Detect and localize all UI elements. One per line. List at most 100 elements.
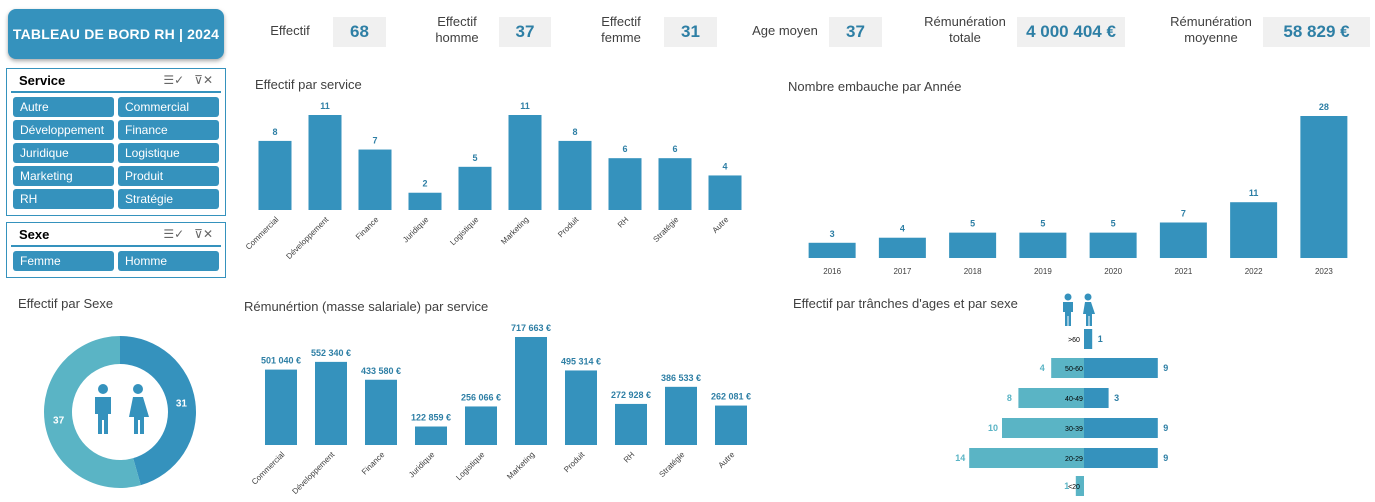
bar bbox=[265, 369, 297, 445]
category-label: >60 bbox=[1068, 337, 1080, 344]
clear-filter-icon[interactable]: ⊽✕ bbox=[194, 73, 213, 87]
tick-label: 2022 bbox=[1245, 267, 1263, 276]
tick-label: Finance bbox=[354, 215, 381, 242]
chart-title-remuneration: Rémunértion (masse salariale) par servic… bbox=[244, 299, 489, 314]
tick-label: 2019 bbox=[1034, 267, 1052, 276]
data-label: 501 040 € bbox=[261, 356, 301, 366]
tick-label: 2023 bbox=[1315, 267, 1333, 276]
kpi-label: Age moyen bbox=[752, 23, 818, 38]
slice-label: 37 bbox=[53, 416, 65, 427]
female-icon bbox=[129, 384, 149, 434]
bar-left bbox=[1002, 418, 1084, 438]
bar bbox=[308, 115, 342, 210]
tick-label: Juridique bbox=[401, 215, 431, 245]
data-label: 552 340 € bbox=[311, 348, 351, 358]
kpi-label: Rémunération moyenne bbox=[1170, 14, 1252, 45]
category-label: 30-39 bbox=[1065, 426, 1083, 433]
tick-label: Juridique bbox=[407, 450, 437, 480]
slicer-item-développement[interactable]: Développement bbox=[13, 120, 114, 140]
kpi-value: 58 829 € bbox=[1263, 17, 1370, 47]
data-label: 495 314 € bbox=[561, 356, 601, 366]
slicer-item-autre[interactable]: Autre bbox=[13, 97, 114, 117]
tick-label: Logistique bbox=[454, 450, 487, 483]
slicer-item-logistique[interactable]: Logistique bbox=[118, 143, 219, 163]
bar bbox=[1230, 202, 1278, 258]
slicer-item-stratégie[interactable]: Stratégie bbox=[118, 189, 219, 209]
bar bbox=[415, 426, 447, 445]
data-label: 386 533 € bbox=[661, 373, 701, 383]
chart-title-embauche: Nombre embauche par Année bbox=[788, 79, 962, 94]
data-label: 4 bbox=[722, 161, 727, 171]
bar-left bbox=[1051, 358, 1084, 378]
effectif-sexe-chart: 31 37 bbox=[44, 336, 197, 488]
pie-slice bbox=[44, 336, 141, 488]
kpi-label: Rémunération totale bbox=[924, 14, 1006, 45]
category-label: <20 bbox=[1068, 484, 1080, 491]
embauche-annee-chart: 3 2016 4 2017 5 2018 5 2019 5 2020 7 2021 11 2022 28 20… bbox=[808, 102, 1348, 276]
chart-title-effectif-service: Effectif par service bbox=[255, 77, 362, 92]
bar bbox=[949, 232, 997, 258]
bar bbox=[365, 379, 397, 445]
kpi-value: 37 bbox=[829, 17, 882, 47]
sexe-slicer-items: Femme Homme bbox=[7, 247, 225, 277]
data-label: 272 928 € bbox=[611, 390, 651, 400]
category-label: 20-29 bbox=[1065, 456, 1083, 463]
slicer-item-rh[interactable]: RH bbox=[13, 189, 114, 209]
clear-filter-icon[interactable]: ⊽✕ bbox=[194, 227, 213, 241]
data-label: 433 580 € bbox=[361, 366, 401, 376]
slicer-item-marketing[interactable]: Marketing bbox=[13, 166, 114, 186]
slicer-item-homme[interactable]: Homme bbox=[118, 251, 219, 271]
bar bbox=[1019, 232, 1067, 258]
tick-label: 2021 bbox=[1174, 267, 1192, 276]
data-label: 5 bbox=[1040, 219, 1045, 229]
bar-right bbox=[1084, 358, 1158, 378]
bar bbox=[565, 370, 597, 445]
pie-slice bbox=[120, 336, 197, 486]
slicer-item-commercial[interactable]: Commercial bbox=[118, 97, 219, 117]
tick-label: Marketing bbox=[499, 215, 530, 246]
slicer-item-finance[interactable]: Finance bbox=[118, 120, 219, 140]
data-label: 262 081 € bbox=[711, 392, 751, 402]
tick-label: Développement bbox=[290, 450, 337, 497]
tick-label: RH bbox=[622, 450, 637, 465]
tick-label: 2018 bbox=[964, 267, 982, 276]
sexe-slicer: Sexe ☰✓ ⊽✕ Femme Homme bbox=[6, 222, 226, 278]
data-label: 5 bbox=[970, 219, 975, 229]
data-label: 8 bbox=[572, 127, 577, 137]
kpi-value: 31 bbox=[664, 17, 717, 47]
bar bbox=[258, 140, 292, 210]
slicer-item-juridique[interactable]: Juridique bbox=[13, 143, 114, 163]
kpi-label: Effectif homme bbox=[435, 14, 479, 45]
data-label: 2 bbox=[422, 179, 427, 189]
bar bbox=[515, 337, 547, 445]
data-label: 256 066 € bbox=[461, 392, 501, 402]
data-label: 7 bbox=[1181, 209, 1186, 219]
effectif-service-chart: 8 Commercial 11 Développement 7 Finance 2 Jurid… bbox=[244, 101, 742, 261]
data-label: 3 bbox=[1114, 393, 1119, 403]
tick-label: Stratégie bbox=[657, 450, 686, 479]
data-label: 4 bbox=[900, 224, 905, 234]
data-label: 122 859 € bbox=[411, 413, 451, 423]
chart-title-effectif-sexe: Effectif par Sexe bbox=[18, 296, 114, 311]
tick-label: RH bbox=[616, 215, 631, 230]
bar bbox=[1300, 116, 1348, 258]
service-slicer: Service ☰✓ ⊽✕ Autre Commercial Développeme… bbox=[6, 68, 226, 216]
bar bbox=[558, 140, 592, 210]
slicer-item-femme[interactable]: Femme bbox=[13, 251, 114, 271]
data-label: 6 bbox=[672, 144, 677, 154]
bar bbox=[708, 175, 742, 210]
multi-select-icon[interactable]: ☰✓ bbox=[163, 73, 185, 87]
tick-label: Commercial bbox=[250, 450, 287, 487]
data-label: 10 bbox=[988, 423, 998, 433]
slicer-item-produit[interactable]: Produit bbox=[118, 166, 219, 186]
bar bbox=[315, 361, 347, 445]
multi-select-icon[interactable]: ☰✓ bbox=[163, 227, 185, 241]
tick-label: 2017 bbox=[893, 267, 911, 276]
bar bbox=[658, 158, 692, 210]
kpi-value: 68 bbox=[333, 17, 386, 47]
data-label: 11 bbox=[1249, 188, 1259, 198]
data-label: 4 bbox=[1040, 363, 1045, 373]
kpi-value: 4 000 404 € bbox=[1017, 17, 1125, 47]
bar bbox=[1159, 222, 1207, 258]
